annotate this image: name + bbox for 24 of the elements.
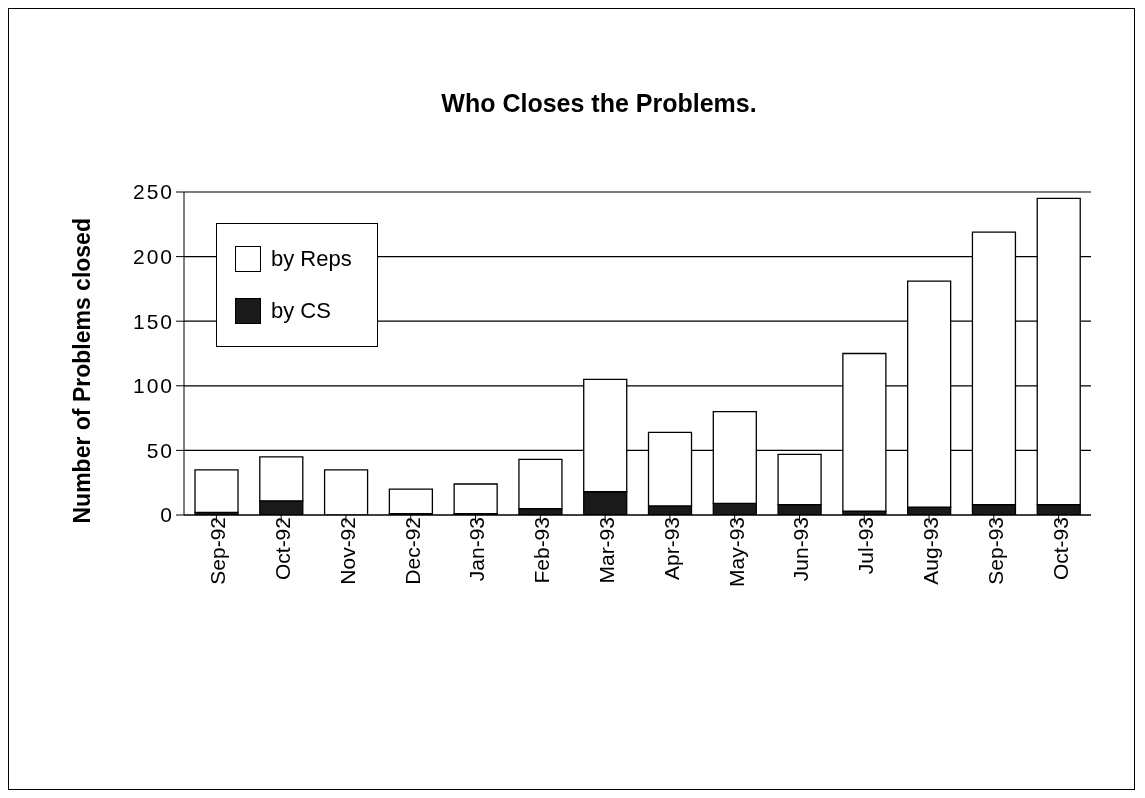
x-tick-label: Sep-93 (983, 517, 1007, 585)
y-tick-label: 0 (160, 503, 174, 527)
x-tick-label: May-93 (724, 517, 748, 588)
y-tick-label: 100 (132, 374, 174, 398)
y-tick-label: 250 (132, 180, 174, 204)
x-tick-label: Jun-93 (789, 517, 813, 582)
x-tick-label: Aug-93 (918, 517, 942, 585)
x-tick-label: Nov-92 (335, 517, 359, 585)
y-tick-label: 150 (132, 309, 174, 333)
y-tick-label: 50 (146, 438, 174, 462)
x-tick-label: Oct-93 (1048, 517, 1072, 581)
x-tick-label: Dec-92 (400, 517, 424, 585)
y-tick-label: 200 (132, 245, 174, 269)
x-tick-label: Jul-93 (854, 517, 878, 575)
x-tick-label: Oct-92 (271, 517, 295, 581)
legend-label: by Reps (271, 246, 352, 272)
x-tick-label: Apr-93 (659, 517, 683, 581)
x-tick-label: Feb-93 (530, 517, 554, 584)
legend-label: by CS (271, 298, 331, 324)
chart-title: Who Closes the Problems. (440, 89, 758, 118)
x-tick-label: Sep-92 (206, 517, 230, 585)
y-axis-title: Number of Problems closed (69, 218, 96, 524)
x-tick-label: Jan-93 (465, 517, 489, 582)
x-tick-label: Mar-93 (595, 517, 619, 584)
